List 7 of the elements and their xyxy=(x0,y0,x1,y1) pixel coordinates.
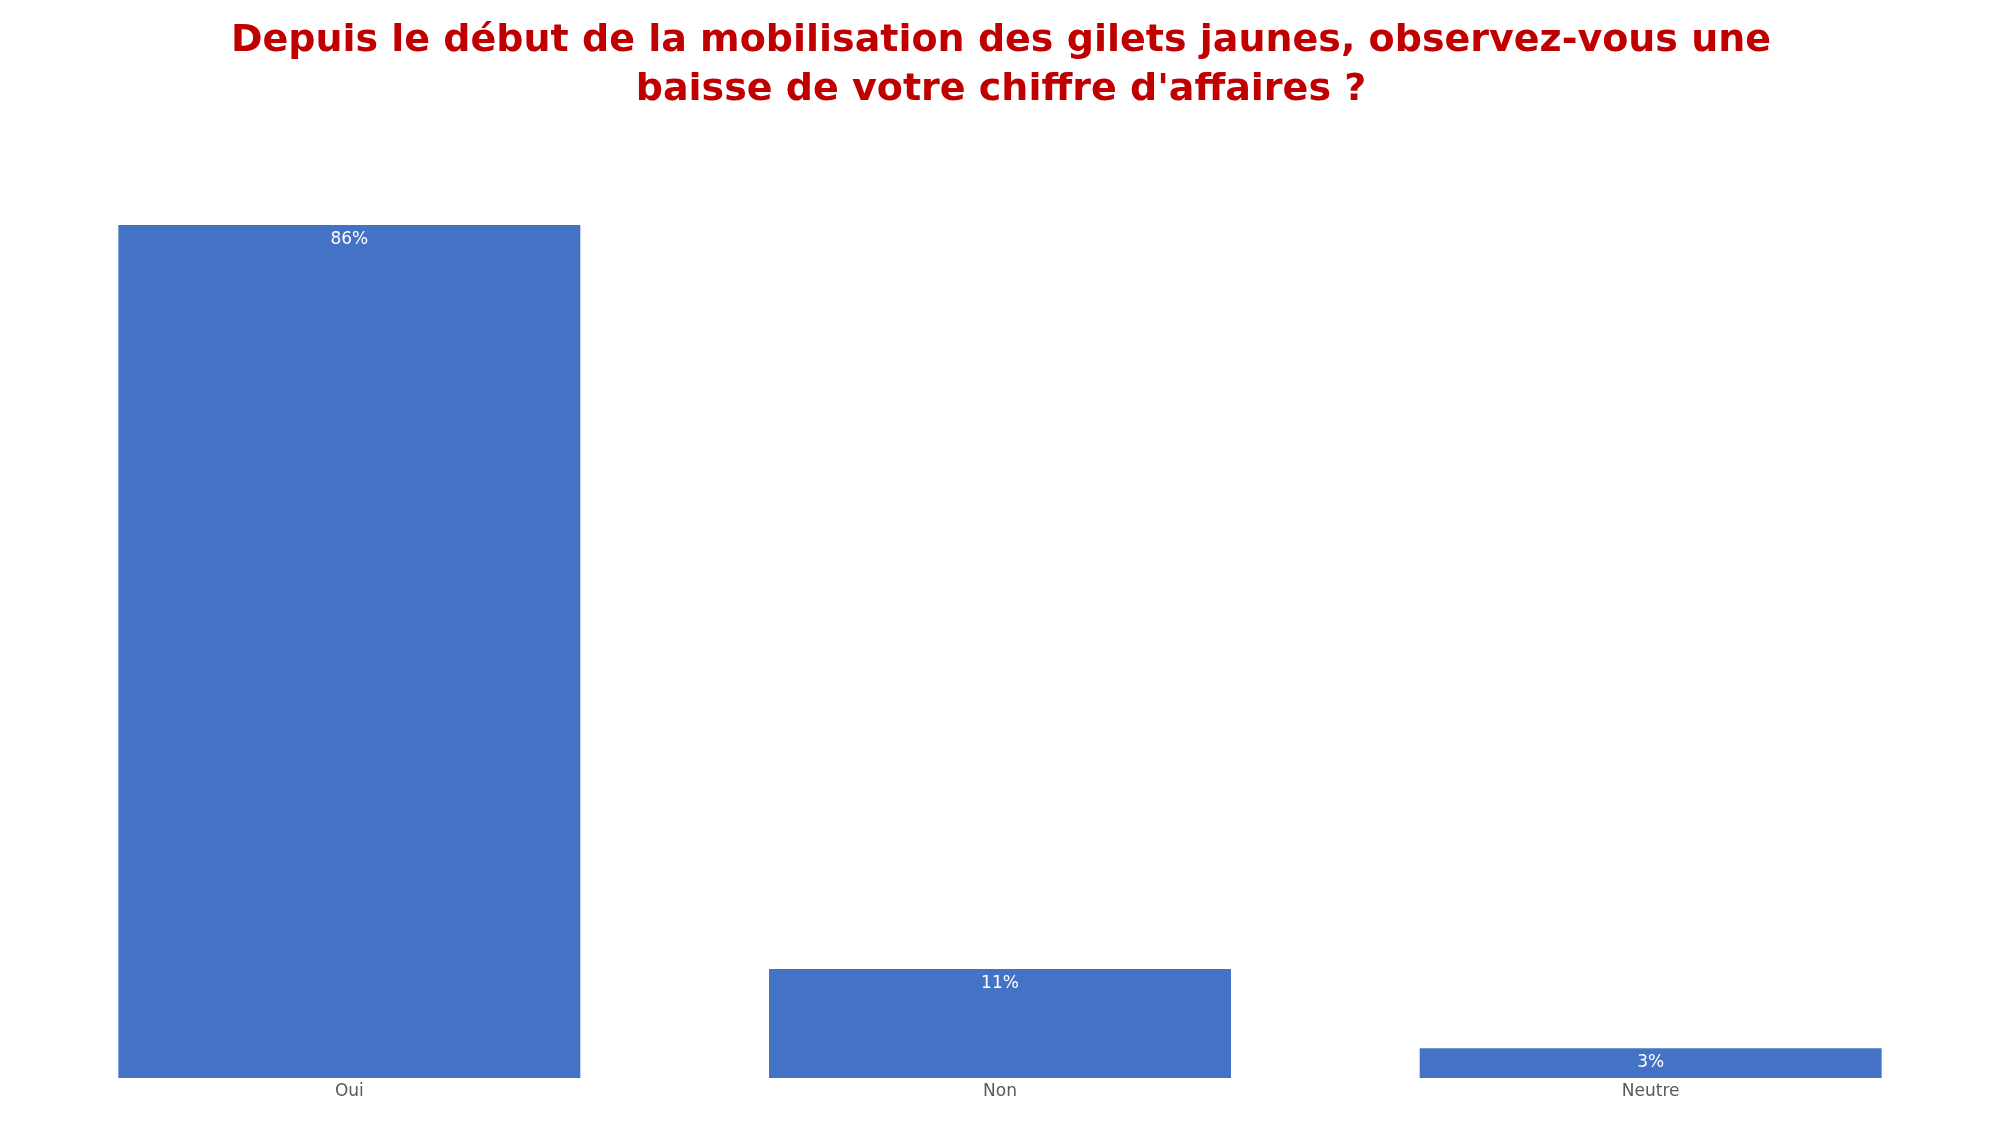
data-label: 86% xyxy=(330,227,369,248)
data-label: 11% xyxy=(981,971,1019,992)
data-label: 3% xyxy=(1637,1051,1665,1072)
chart-title: Depuis le début de la mobilisation des gilets jaunes, observez-vous une baisse de votre chiffre d'affaires ? xyxy=(230,15,1772,110)
x-tick-label: Neutre xyxy=(1621,1080,1680,1100)
x-tick-label: Oui xyxy=(334,1080,364,1100)
x-tick-label: Non xyxy=(983,1080,1017,1100)
